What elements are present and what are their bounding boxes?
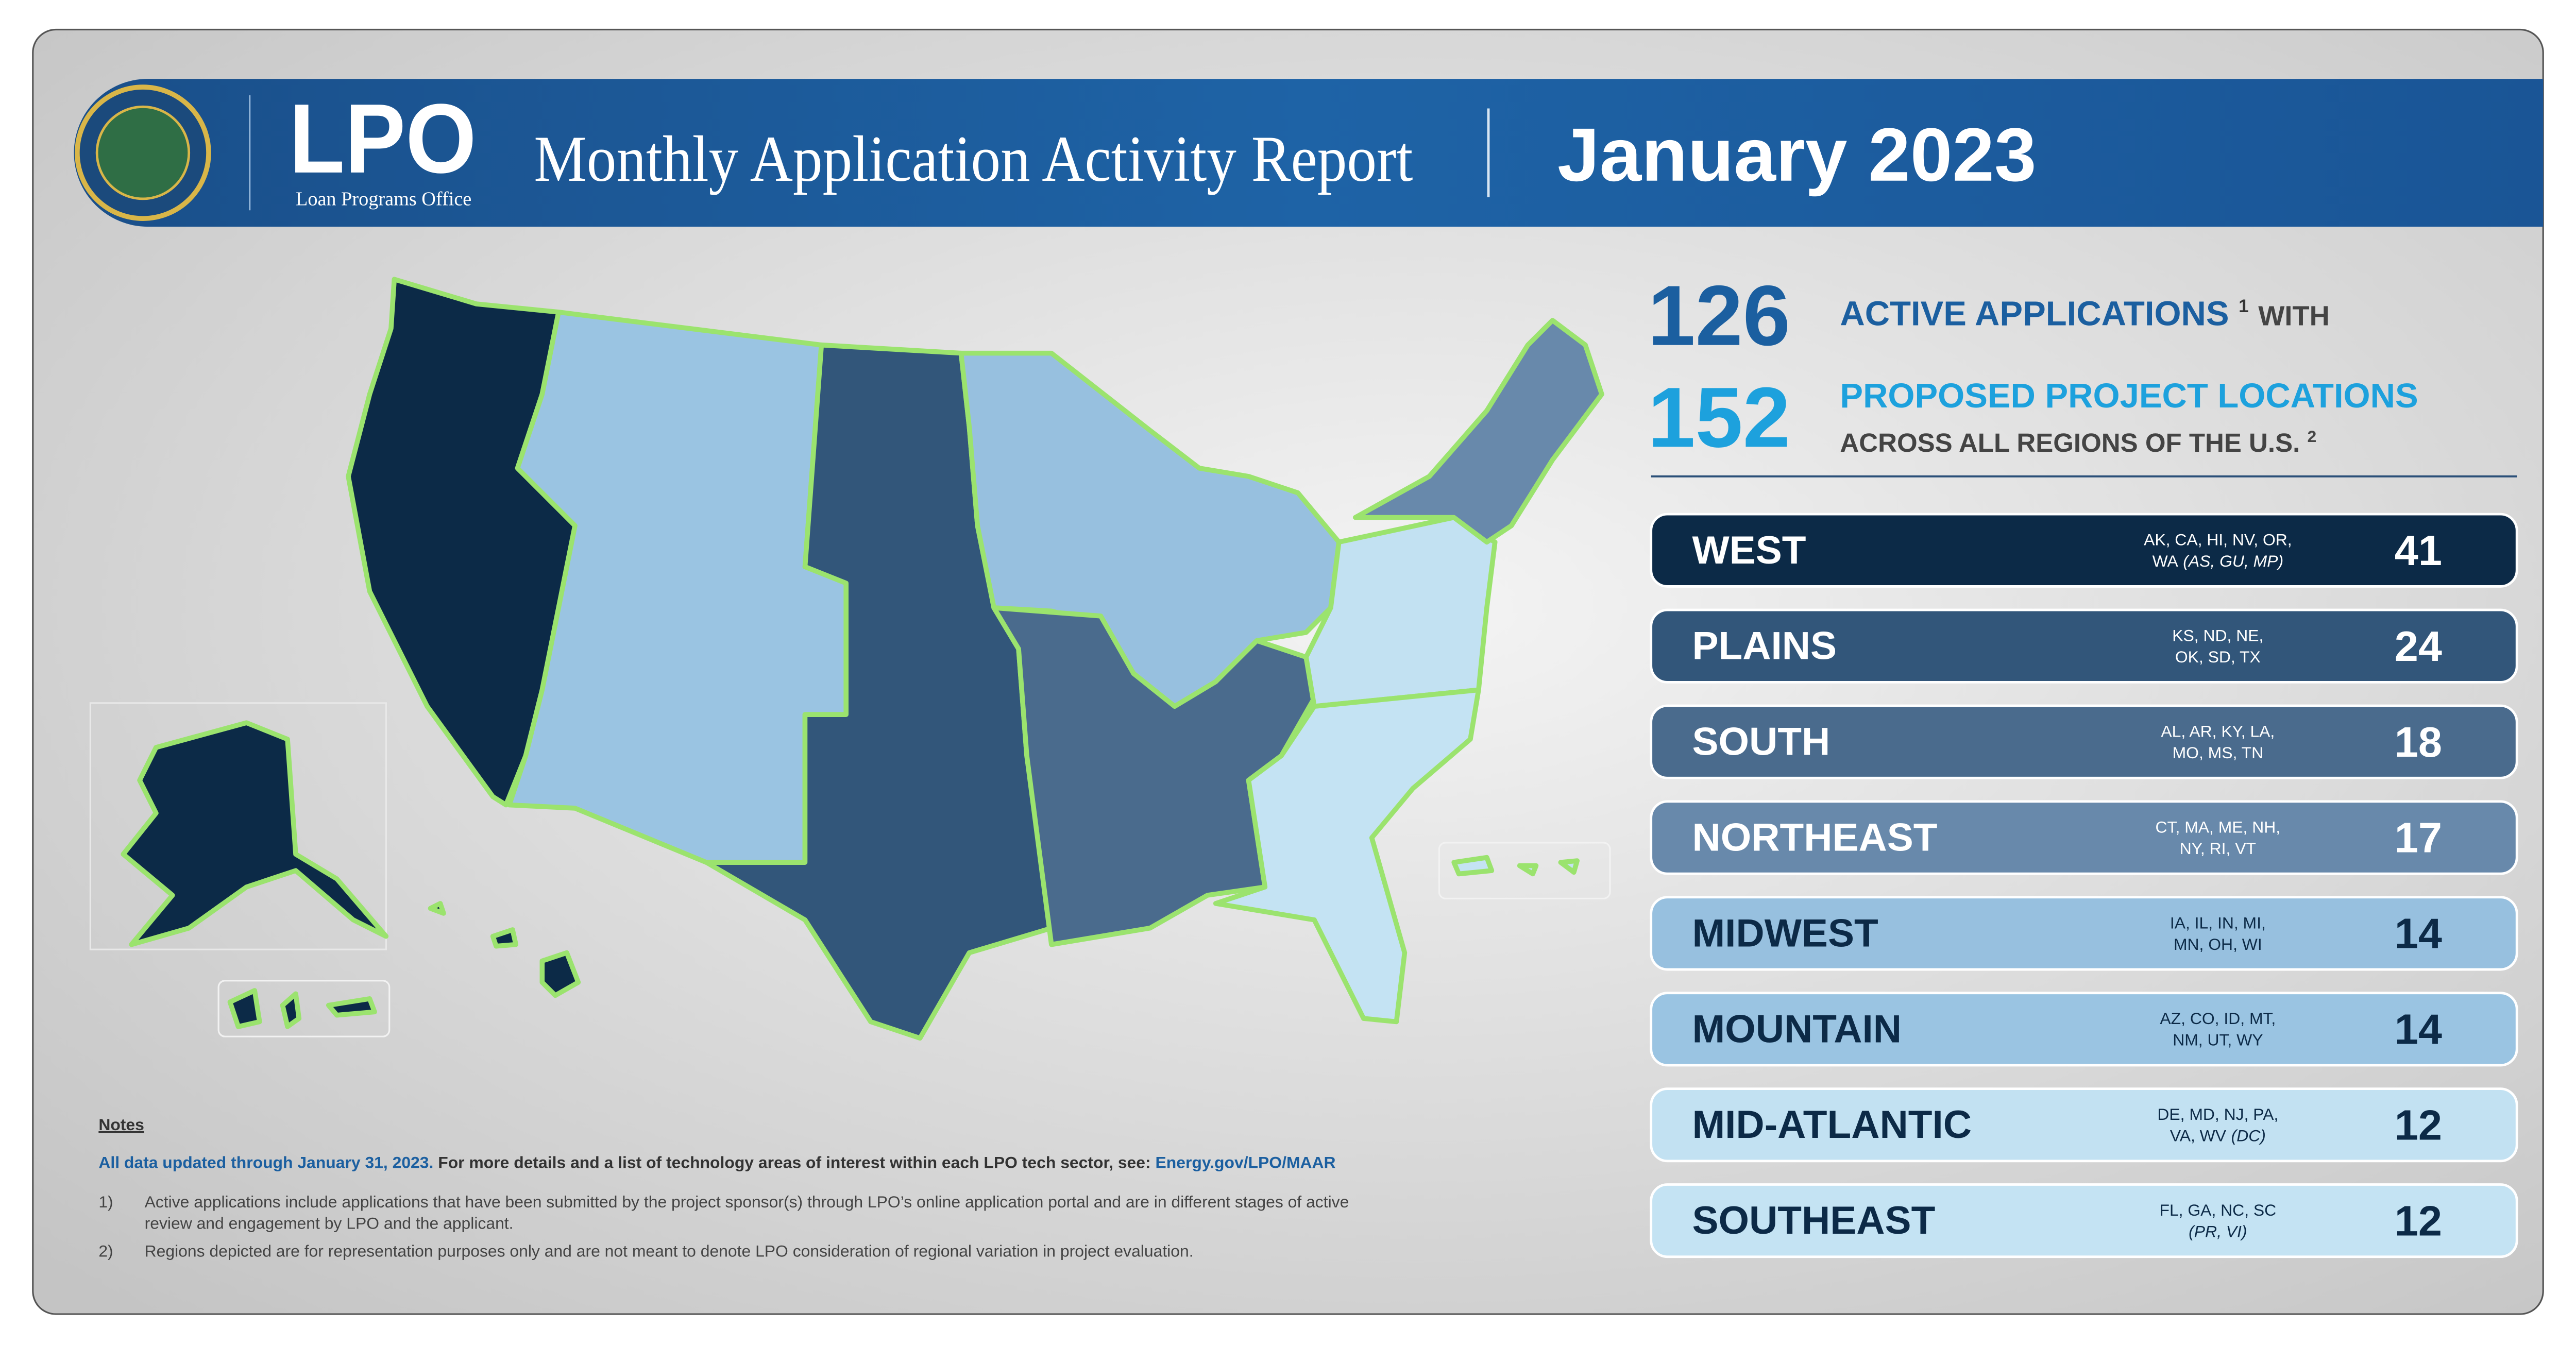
region-count: 12 xyxy=(2395,1101,2442,1149)
region-bar xyxy=(1650,704,2518,779)
region-states: AK, CA, HI, NV, OR, WA (AS, GU, MP) xyxy=(2144,531,2292,570)
territory-inset xyxy=(217,980,391,1037)
with: WITH xyxy=(2258,300,2329,331)
region-shape xyxy=(1451,855,1495,877)
territories: (DC) xyxy=(2231,1127,2266,1145)
states-line: AL, AR, KY, LA, xyxy=(2161,722,2275,741)
region-count: 18 xyxy=(2395,718,2442,766)
region-bar xyxy=(1650,1183,2518,1258)
region-count: 14 xyxy=(2395,910,2442,958)
note-marker: 2) xyxy=(98,1241,113,1260)
logo-subtitle: Loan Programs Office xyxy=(296,189,471,210)
updated: All data updated through January 31, 202… xyxy=(98,1153,433,1171)
region-name: WEST xyxy=(1692,529,1806,572)
applications-count: 126 xyxy=(1648,268,1790,364)
region-shape xyxy=(428,901,446,916)
region-states: CT, MA, ME, NH, NY, RI, VT xyxy=(2156,817,2281,857)
region-shape xyxy=(539,950,581,998)
region-states: KS, ND, NE, OK, SD, TX xyxy=(2172,626,2263,666)
states-line: MN, OH, WI xyxy=(2174,935,2262,953)
region-shape xyxy=(227,988,262,1029)
region-shape xyxy=(326,996,377,1018)
region-name: MID-ATLANTIC xyxy=(1692,1103,1972,1147)
region-bar xyxy=(1650,896,2518,971)
states-line: AZ, CO, ID, MT, xyxy=(2160,1009,2276,1028)
region-bar xyxy=(1650,992,2518,1067)
region-bar xyxy=(1650,513,2518,588)
region-bar xyxy=(1650,608,2518,684)
applications-label-text: ACTIVE APPLICATIONS xyxy=(1840,294,2229,333)
region-shape xyxy=(1352,318,1604,545)
note-line: Active applications include applications… xyxy=(145,1192,1349,1211)
region-name: PLAINS xyxy=(1692,624,1837,668)
territories: (PR, VI) xyxy=(2189,1222,2247,1241)
territories: (AS, GU, MP) xyxy=(2183,552,2283,570)
note-line: review and engagement by LPO and the app… xyxy=(145,1214,514,1232)
territory-inset xyxy=(1438,842,1611,899)
region-name: MOUNTAIN xyxy=(1692,1007,1902,1051)
states-line: KS, ND, NE, xyxy=(2172,626,2263,645)
link[interactable]: Energy.gov/LPO/MAAR xyxy=(1155,1153,1335,1171)
states-line: NM, UT, WY xyxy=(2173,1031,2263,1049)
region-name: SOUTH xyxy=(1692,720,1830,764)
footnote-marker: 2 xyxy=(2307,427,2316,446)
applications-label: ACTIVE APPLICATIONS 1 WITH xyxy=(1840,281,2329,333)
note-marker: 1) xyxy=(98,1192,113,1211)
us-map xyxy=(89,277,1611,1041)
region-bar xyxy=(1650,800,2518,875)
footnote-marker: 1 xyxy=(2239,296,2249,316)
region-count: 12 xyxy=(2395,1197,2442,1245)
region-shape xyxy=(121,720,389,947)
region-states: IA, IL, IN, MI, MN, OH, WI xyxy=(2170,913,2266,953)
details: For more details and a list of technolog… xyxy=(438,1153,1150,1171)
locations-sub: ACROSS ALL REGIONS OF THE U.S. 2 xyxy=(1840,427,2316,457)
states-line: MO, MS, TN xyxy=(2173,743,2263,762)
region-name: SOUTHEAST xyxy=(1692,1199,1935,1242)
region-bar xyxy=(1650,1087,2518,1163)
region-count: 17 xyxy=(2395,814,2442,862)
region-count: 41 xyxy=(2395,526,2442,574)
states-line: VA, WV xyxy=(2170,1127,2227,1145)
logo: LPO xyxy=(289,83,477,194)
region-shape xyxy=(1517,863,1539,877)
states-line: OK, SD, TX xyxy=(2175,648,2261,666)
report-date: January 2023 xyxy=(1557,113,2037,197)
region-list: WEST AK, CA, HI, NV, OR, WA (AS, GU, MP) 41 P… xyxy=(1650,513,2518,1258)
region-name: NORTHEAST xyxy=(1692,816,1937,860)
region-shape xyxy=(1213,687,1481,1025)
locations-count: 152 xyxy=(1648,370,1790,465)
states-line: DE, MD, NJ, PA, xyxy=(2157,1105,2278,1123)
seal-inner xyxy=(95,105,191,200)
region-shape xyxy=(280,991,302,1029)
region-states: DE, MD, NJ, PA, VA, WV (DC) xyxy=(2157,1105,2278,1145)
region-shape xyxy=(490,927,519,949)
locations-label: PROPOSED PROJECT LOCATIONS xyxy=(1840,377,2418,415)
region-name: MIDWEST xyxy=(1692,911,1878,955)
header-band xyxy=(74,79,2544,227)
notes: Notes All data updated through January 3… xyxy=(98,1115,1349,1260)
notes-heading: Notes xyxy=(98,1115,144,1134)
region-shape xyxy=(1558,858,1580,875)
locations-sub-text: ACROSS ALL REGIONS OF THE U.S. xyxy=(1840,428,2300,457)
states-line: NY, RI, VT xyxy=(2180,839,2256,858)
note-line: Regions depicted are for representation … xyxy=(145,1241,1194,1260)
alaska-inset xyxy=(89,702,387,950)
notes-updated: All data updated through January 31, 202… xyxy=(98,1153,1335,1171)
states-line: AK, CA, HI, NV, OR, xyxy=(2144,531,2292,549)
states-line: WA xyxy=(2153,552,2179,570)
report-title: Monthly Application Activity Report xyxy=(534,122,1413,195)
region-states: AZ, CO, ID, MT, NM, UT, WY xyxy=(2160,1009,2276,1049)
region-states: FL, GA, NC, SC (PR, VI) xyxy=(2159,1201,2276,1240)
states-line: FL, GA, NC, SC xyxy=(2159,1201,2276,1219)
states-line: IA, IL, IN, MI, xyxy=(2170,913,2266,932)
region-count: 14 xyxy=(2395,1006,2442,1053)
region-states: AL, AR, KY, LA, MO, MS, TN xyxy=(2161,722,2275,762)
states-line: CT, MA, ME, NH, xyxy=(2156,817,2281,836)
region-count: 24 xyxy=(2395,622,2442,670)
